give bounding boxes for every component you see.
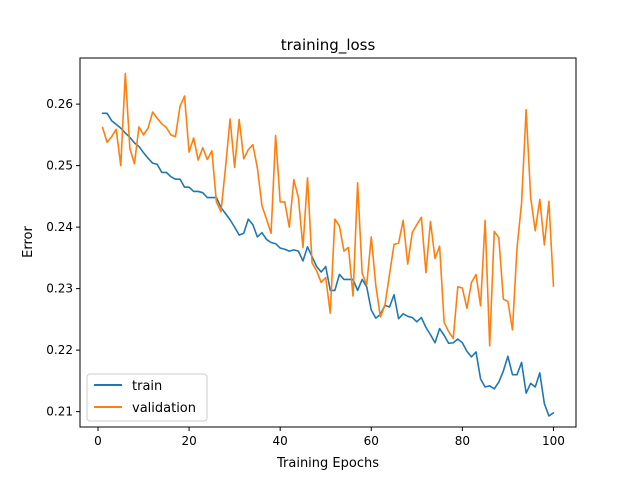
plot-frame <box>79 57 577 428</box>
x-tick-label: 0 <box>94 434 102 448</box>
y-tick-label: 0.23 <box>46 282 73 296</box>
y-tick-label: 0.25 <box>46 159 73 173</box>
x-tick-label: 20 <box>181 434 196 448</box>
y-tick-label: 0.21 <box>46 405 73 419</box>
y-tick-label: 0.22 <box>46 343 73 357</box>
y-tick-label: 0.24 <box>46 220 73 234</box>
series-layer <box>101 72 555 417</box>
x-tick-label: 40 <box>273 434 288 448</box>
y-axis: 0.21 0.22 0.23 0.24 0.25 0.26 <box>46 97 80 419</box>
series-line-validation <box>101 72 555 347</box>
y-tick-label: 0.26 <box>46 97 73 111</box>
legend: train validation <box>86 373 208 422</box>
x-axis: 0 20 40 60 80 100 <box>94 427 565 448</box>
legend-label-train: train <box>132 379 162 394</box>
x-axis-label: Training Epochs <box>276 456 379 471</box>
x-tick-label: 100 <box>542 434 565 448</box>
y-axis-label: Error <box>21 226 36 258</box>
x-tick-label: 80 <box>455 434 470 448</box>
x-tick-label: 60 <box>364 434 379 448</box>
series-line-train <box>101 112 555 417</box>
legend-label-validation: validation <box>132 401 196 416</box>
chart-title: training_loss <box>281 36 376 55</box>
